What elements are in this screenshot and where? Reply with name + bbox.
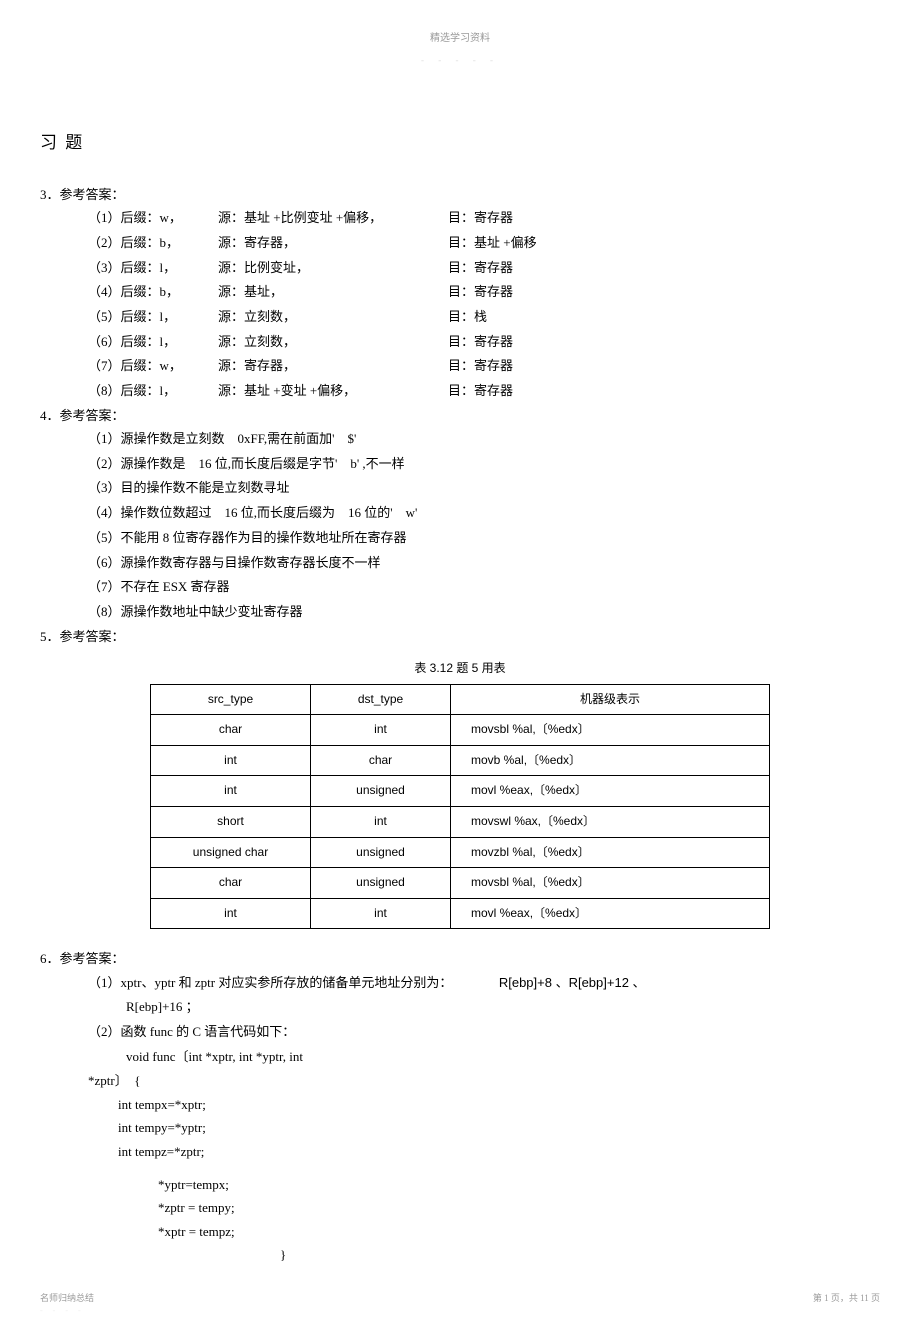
q3-col1: （5）后缀：l， [88,305,218,330]
td-repr: movzbl %al,〔%edx〕 [451,837,770,868]
td-src: int [151,776,311,807]
td-src: int [151,898,311,929]
td-dst: int [311,806,451,837]
table-row: charintmovsbl %al,〔%edx〕 [151,715,770,746]
td-dst: char [311,745,451,776]
q4-row: （3）目的操作数不能是立刻数寻址 [40,476,880,501]
td-repr: movswl %ax,〔%edx〕 [451,806,770,837]
q3-col3: 目：寄存器 [448,256,513,281]
td-repr: movl %eax,〔%edx〕 [451,776,770,807]
q3-col2: 源：基址， [218,280,448,305]
td-src: char [151,868,311,899]
q3-row: （8）后缀：l，源：基址 +变址 +偏移，目：寄存器 [40,379,880,404]
q3-col2: 源：比例变址， [218,256,448,281]
code-l3: int tempx=*xptr; [40,1093,880,1116]
q4-row: （7）不存在 ESX 寄存器 [40,575,880,600]
page-title: 习 题 [40,128,880,159]
q5-table: src_type dst_type 机器级表示 charintmovsbl %a… [150,684,770,930]
q3-row: （7）后缀：w，源：寄存器，目：寄存器 [40,354,880,379]
q3-row: （5）后缀：l，源：立刻数，目：栈 [40,305,880,330]
q3-col3: 目：寄存器 [448,354,513,379]
q3-col2: 源：寄存器， [218,231,448,256]
q6-line1: （1）xptr、yptr 和 zptr 对应实参所存放的储备单元地址分别为： R… [40,971,880,996]
header-title: 精选学习资料 [40,30,880,48]
q4-row: （1）源操作数是立刻数 0xFF,需在前面加' $' [40,427,880,452]
q3-col3: 目：寄存器 [448,330,513,355]
td-dst: unsigned [311,776,451,807]
q4-row: （6）源操作数寄存器与目操作数寄存器长度不一样 [40,551,880,576]
q4-row: （4）操作数位数超过 16 位,而长度后缀为 16 位的' w' [40,501,880,526]
th-repr: 机器级表示 [451,684,770,715]
q3-col1: （7）后缀：w， [88,354,218,379]
td-dst: unsigned [311,837,451,868]
table-row: charunsignedmovsbl %al,〔%edx〕 [151,868,770,899]
td-repr: movl %eax,〔%edx〕 [451,898,770,929]
code-l4: int tempy=*yptr; [40,1116,880,1139]
table-caption: 表 3.12 题 5 用表 [40,658,880,680]
q3-row: （6）后缀：l，源：立刻数，目：寄存器 [40,330,880,355]
q4-row: （8）源操作数地址中缺少变址寄存器 [40,600,880,625]
q3-col1: （4）后缀：b， [88,280,218,305]
q6-line1a: （1）xptr、yptr 和 zptr 对应实参所存放的储备单元地址分别为： [88,975,452,990]
td-dst: int [311,715,451,746]
td-src: short [151,806,311,837]
q3-col3: 目：栈 [448,305,487,330]
th-dst: dst_type [311,684,451,715]
q4-row: （5）不能用 8 位寄存器作为目的操作数地址所在寄存器 [40,526,880,551]
q6-line2: （2）函数 func 的 C 语言代码如下： [40,1020,880,1045]
th-src: src_type [151,684,311,715]
table-row: intunsignedmovl %eax,〔%edx〕 [151,776,770,807]
td-src: char [151,715,311,746]
td-repr: movb %al,〔%edx〕 [451,745,770,776]
code-l9: } [40,1243,880,1266]
q3-col2: 源：基址 +比例变址 +偏移， [218,206,448,231]
table-row: shortintmovswl %ax,〔%edx〕 [151,806,770,837]
td-repr: movsbl %al,〔%edx〕 [451,715,770,746]
footer-left-sub: - - - - [40,1304,85,1318]
header-sub: - - - - - [40,52,880,68]
q5-label: 5．参考答案： [40,625,880,648]
q4-row: （2）源操作数是 16 位,而长度后缀是字节' b' ,不一样 [40,452,880,477]
q3-row: （3）后缀：l，源：比例变址，目：寄存器 [40,256,880,281]
table-row: unsigned charunsignedmovzbl %al,〔%edx〕 [151,837,770,868]
q3-col1: （2）后缀：b， [88,231,218,256]
td-src: int [151,745,311,776]
q3-label: 3．参考答案： [40,183,880,206]
q3-col3: 目：基址 +偏移 [448,231,537,256]
code-l5: int tempz=*zptr; [40,1140,880,1163]
q3-col3: 目：寄存器 [448,206,513,231]
table-header-row: src_type dst_type 机器级表示 [151,684,770,715]
q6-line1c: R[ebp]+16 ； [40,995,880,1020]
q3-col1: （6）后缀：l， [88,330,218,355]
table-row: intintmovl %eax,〔%edx〕 [151,898,770,929]
code-l7: *zptr = tempy; [40,1196,880,1219]
q3-col1: （8）后缀：l， [88,379,218,404]
td-dst: unsigned [311,868,451,899]
q3-row: （4）后缀：b，源：基址，目：寄存器 [40,280,880,305]
q3-col2: 源：立刻数， [218,305,448,330]
td-src: unsigned char [151,837,311,868]
code-l1: void func〔int *xptr, int *yptr, int [40,1045,880,1070]
code-l8: *xptr = tempz; [40,1220,880,1243]
td-repr: movsbl %al,〔%edx〕 [451,868,770,899]
q6-label: 6．参考答案： [40,947,880,970]
q3-row: （1）后缀：w，源：基址 +比例变址 +偏移，目：寄存器 [40,206,880,231]
q3-col1: （3）后缀：l， [88,256,218,281]
q3-col2: 源：立刻数， [218,330,448,355]
q3-col3: 目：寄存器 [448,379,513,404]
table-row: intcharmovb %al,〔%edx〕 [151,745,770,776]
td-dst: int [311,898,451,929]
footer-right: 第 1 页，共 11 页 [813,1290,880,1306]
table-caption-text: 表 3.12 题 5 用表 [414,661,505,675]
q6-line1b: R[ebp]+8 、R[ebp]+12 、 [499,975,646,990]
code-l2: *zptr〕 { [40,1069,880,1092]
q3-col2: 源：寄存器， [218,354,448,379]
code-l6: *yptr=tempx; [40,1173,880,1196]
q4-label: 4．参考答案： [40,404,880,427]
q3-col1: （1）后缀：w， [88,206,218,231]
q3-col3: 目：寄存器 [448,280,513,305]
q3-row: （2）后缀：b，源：寄存器，目：基址 +偏移 [40,231,880,256]
q3-col2: 源：基址 +变址 +偏移， [218,379,448,404]
